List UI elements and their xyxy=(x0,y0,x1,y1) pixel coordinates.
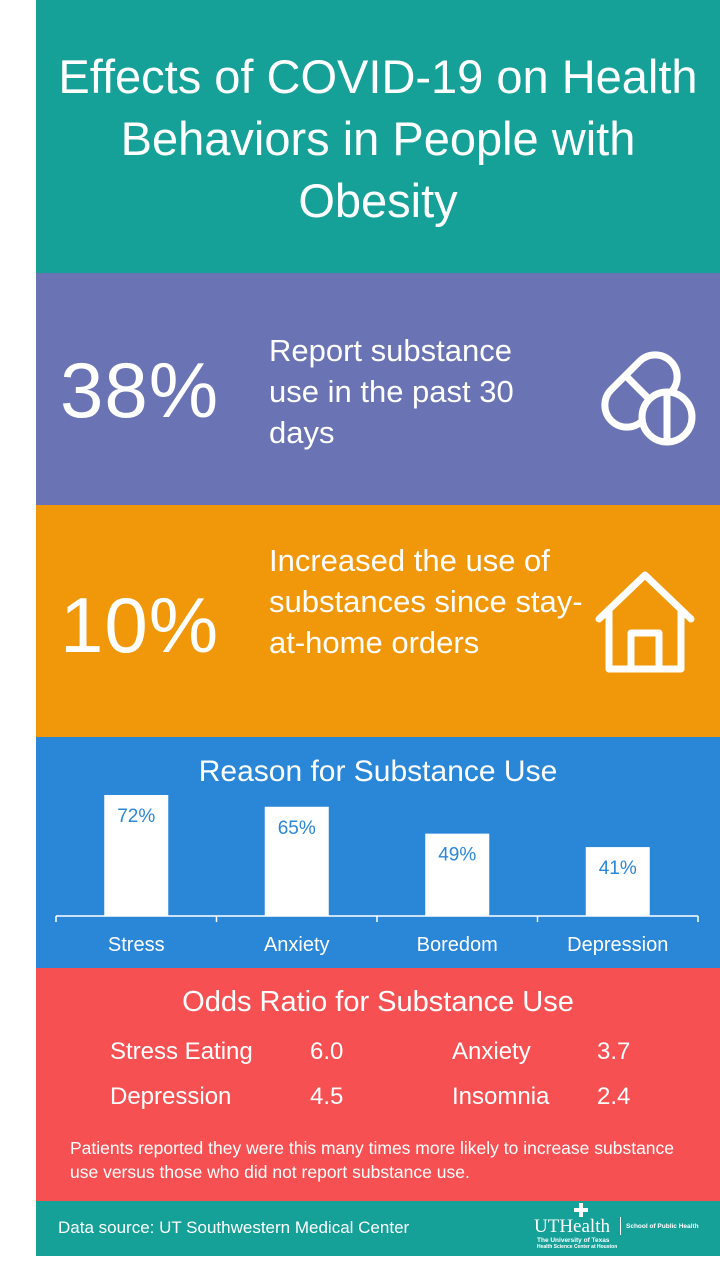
x-tick-label: Depression xyxy=(567,934,668,956)
logo-sub-line: The University of Texas xyxy=(537,1237,610,1244)
chart-section: Reason for Substance Use 72% Stress 65% Anx… xyxy=(36,737,720,968)
odds-title: Odds Ratio for Substance Use xyxy=(182,986,574,1018)
x-tick-label: Stress xyxy=(108,934,165,956)
bar-value-label: 49% xyxy=(438,845,476,866)
odds-value: 6.0 xyxy=(310,1038,344,1065)
stat-description: Report substance use in the past 30 days xyxy=(269,333,514,450)
data-source: Data source: UT Southwestern Medical Cen… xyxy=(58,1218,410,1237)
bar-value-label: 72% xyxy=(117,806,155,827)
uthealth-logo: UTHealth School of Public Health The Uni… xyxy=(534,1203,714,1253)
pills-icon xyxy=(601,351,696,446)
logo-school: School of Public Health xyxy=(626,1223,699,1230)
bar xyxy=(104,795,169,916)
odds-name: Stress Eating xyxy=(110,1038,253,1065)
bar-value-label: 41% xyxy=(599,858,637,879)
footer: Data source: UT Southwestern Medical Cen… xyxy=(36,1201,720,1256)
bar-value-label: 65% xyxy=(278,818,316,839)
bar xyxy=(264,806,329,916)
infographic: Effects of COVID-19 on Health Behaviors … xyxy=(36,0,720,1256)
odds-value: 2.4 xyxy=(597,1083,631,1110)
odds-name: Anxiety xyxy=(452,1038,531,1065)
cross-icon xyxy=(574,1203,588,1217)
bar-chart: 72% Stress 65% Anxiety 49% Boredom 41% Depressi… xyxy=(55,795,699,956)
bar xyxy=(425,833,490,916)
page-title: Effects of COVID-19 on Health Behaviors … xyxy=(58,50,698,227)
chart-title: Reason for Substance Use xyxy=(198,755,558,788)
house-icon xyxy=(595,571,695,673)
logo-text: UTHealth xyxy=(534,1216,610,1237)
stat-description: Increased the use of substances since st… xyxy=(269,543,583,660)
stat-section-increased-use: 10% Increased the use of substances sinc… xyxy=(36,505,720,737)
logo-divider xyxy=(620,1217,621,1235)
odds-value: 3.7 xyxy=(597,1038,631,1065)
odds-name: Depression xyxy=(110,1083,232,1110)
odds-ratio-section: Odds Ratio for Substance Use Stress Eati… xyxy=(36,968,720,1201)
bar xyxy=(585,847,650,916)
x-tick-label: Boredom xyxy=(417,934,498,956)
stat-value: 38% xyxy=(60,346,220,434)
logo-sub-line: Health Science Center at Houston xyxy=(537,1244,618,1250)
stat-section-substance-use: 38% Report substance use in the past 30 … xyxy=(36,273,720,505)
odds-note: Patients reported they were this many ti… xyxy=(70,1138,675,1182)
odds-name: Insomnia xyxy=(452,1083,550,1110)
title-section: Effects of COVID-19 on Health Behaviors … xyxy=(36,0,720,273)
x-tick-label: Anxiety xyxy=(264,934,330,956)
stat-value: 10% xyxy=(60,581,220,669)
odds-value: 4.5 xyxy=(310,1083,344,1110)
logo-subtitle: The University of Texas Health Science C… xyxy=(537,1237,617,1251)
